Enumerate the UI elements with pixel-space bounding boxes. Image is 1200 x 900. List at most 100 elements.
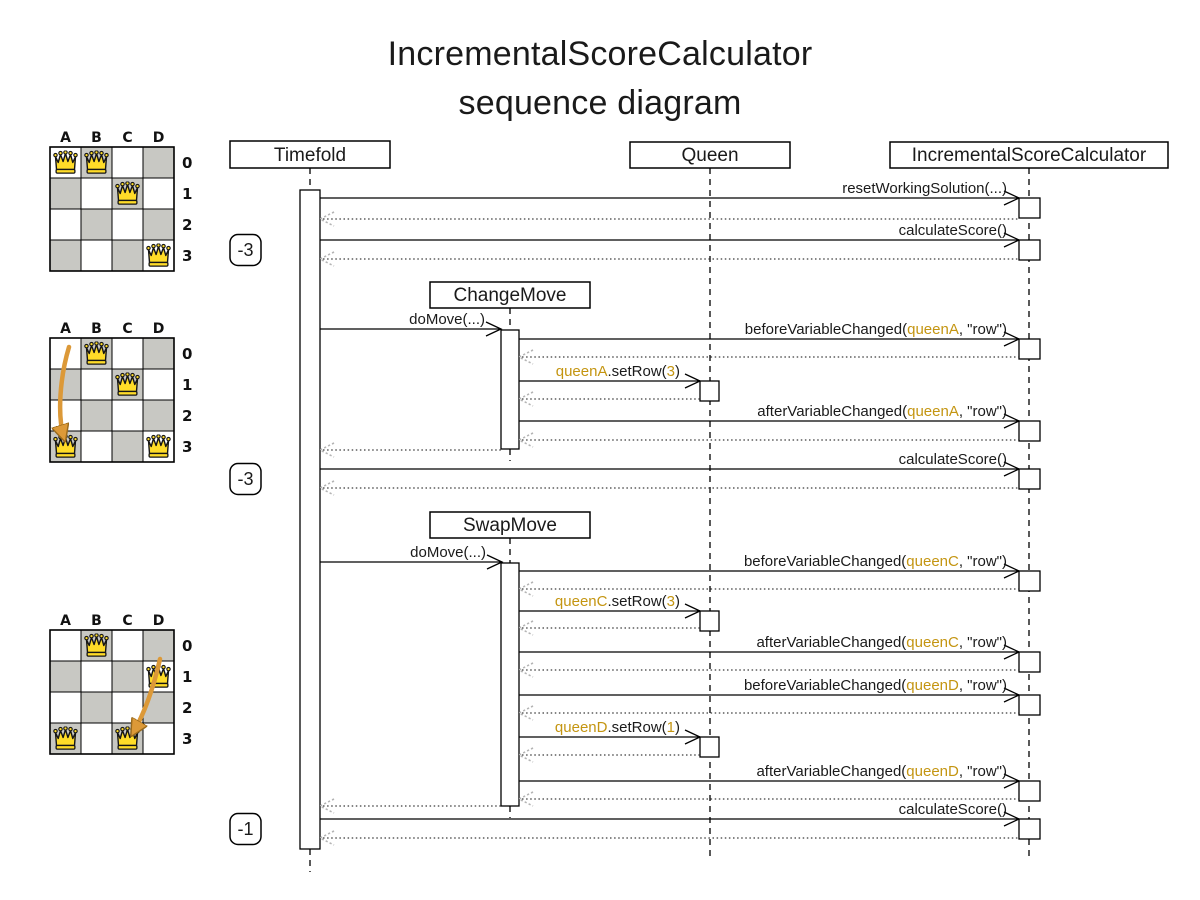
board-row-label: 1 <box>182 185 192 203</box>
return-arrowhead-icon <box>318 211 335 227</box>
target-activation-box <box>1018 570 1041 592</box>
diagram-title-line1: IncrementalScoreCalculator <box>387 35 813 73</box>
board-square <box>142 722 175 755</box>
chess-board: A B C D 0 1 2 3 <box>49 321 192 463</box>
move-arrow-icon <box>60 344 72 438</box>
board-square <box>49 399 82 432</box>
board-square <box>49 660 82 693</box>
participant-isc-box <box>889 141 1169 169</box>
swapmove-activation-bar <box>500 562 520 807</box>
board-square <box>111 208 144 241</box>
message-label: afterVariableChanged(queenA, "row") <box>757 403 1007 420</box>
board-square <box>142 399 175 432</box>
board-column-label: B <box>91 130 102 146</box>
target-activation-box <box>699 610 720 632</box>
queen-piece-icon <box>84 633 109 657</box>
board-row-label: 0 <box>182 345 192 363</box>
board-square <box>111 337 144 370</box>
board-square <box>111 629 144 662</box>
target-activation-box <box>699 380 720 402</box>
participant-changemove-label: ChangeMove <box>453 285 566 306</box>
return-arrowhead-icon <box>318 251 335 267</box>
board-column-label: B <box>91 321 102 337</box>
return-arrowhead-icon <box>517 747 534 763</box>
board-row-label: 1 <box>182 376 192 394</box>
target-activation-box <box>1018 420 1041 442</box>
target-activation-box <box>1018 780 1041 802</box>
board-square <box>80 208 113 241</box>
queen-piece-icon <box>53 150 78 174</box>
board-square <box>49 177 82 210</box>
board-square <box>80 660 113 693</box>
board-row-label: 2 <box>182 216 192 234</box>
participant-swapmove-label: SwapMove <box>463 515 557 536</box>
participant-changemove-box <box>429 281 591 309</box>
return-arrowhead-icon <box>517 391 534 407</box>
diagram-title: IncrementalScoreCalculator sequence diag… <box>0 30 1200 128</box>
board-square <box>111 399 144 432</box>
board-square <box>49 368 82 401</box>
return-arrowhead-icon <box>517 791 534 807</box>
score-badge-value: -1 <box>237 819 253 839</box>
board-square <box>80 239 113 272</box>
target-activation-box <box>1018 818 1041 840</box>
board-row-label: 3 <box>182 730 192 748</box>
participant-isc-label: IncrementalScoreCalculator <box>912 145 1147 166</box>
return-arrowhead-icon <box>517 581 534 597</box>
queen-piece-icon <box>115 372 140 396</box>
score-badge-box <box>229 812 262 846</box>
return-arrowhead-icon <box>517 620 534 636</box>
score-badge-value: -3 <box>237 240 253 260</box>
call-arrowhead-icon <box>486 554 504 570</box>
board-row-label: 2 <box>182 407 192 425</box>
queen-piece-icon <box>84 341 109 365</box>
chess-board: A B C D 0 1 2 3 <box>49 613 192 755</box>
board-row-label: 2 <box>182 699 192 717</box>
target-activation-box <box>699 736 720 758</box>
board-row-label: 1 <box>182 668 192 686</box>
participant-swapmove-box <box>429 511 591 539</box>
target-activation-box <box>1018 197 1041 219</box>
timefold-activation-bar <box>299 189 321 850</box>
message-label: queenD.setRow(1) <box>555 719 680 736</box>
board-square <box>142 368 175 401</box>
board-square <box>142 208 175 241</box>
board-row-label: 3 <box>182 438 192 456</box>
participant-timefold-box <box>229 140 391 169</box>
return-arrowhead-icon <box>318 480 335 496</box>
message-label: beforeVariableChanged(queenA, "row") <box>745 321 1007 338</box>
target-activation-box <box>1018 338 1041 360</box>
board-border <box>49 337 175 463</box>
return-arrowhead-icon <box>318 442 335 458</box>
board-column-label: C <box>122 321 132 337</box>
participant-queen-label: Queen <box>681 145 738 166</box>
message-label: queenA.setRow(3) <box>556 363 680 380</box>
score-badge-box <box>229 462 262 496</box>
board-square <box>142 177 175 210</box>
target-activation-box <box>1018 694 1041 716</box>
return-arrowhead-icon <box>517 432 534 448</box>
chess-board: A B C D 0 1 2 3 <box>49 130 192 272</box>
call-arrowhead-icon <box>485 321 503 337</box>
target-activation-box <box>1018 468 1041 490</box>
board-column-label: B <box>91 613 102 629</box>
board-square <box>80 691 113 724</box>
board-square <box>80 430 113 463</box>
board-square <box>142 146 175 179</box>
score-badge-value: -3 <box>237 469 253 489</box>
changemove-activation-bar <box>500 329 520 450</box>
return-arrowhead-icon <box>517 705 534 721</box>
board-column-label: D <box>153 321 165 337</box>
participant-queen-box <box>629 141 791 169</box>
message-label: calculateScore() <box>899 801 1007 818</box>
move-arrow-icon <box>133 656 163 733</box>
board-border <box>49 146 175 272</box>
queen-piece-icon <box>53 726 78 750</box>
queen-piece-icon <box>146 434 171 458</box>
board-square <box>49 629 82 662</box>
queen-piece-icon <box>115 181 140 205</box>
return-arrowhead-icon <box>318 798 335 814</box>
board-row-label: 0 <box>182 637 192 655</box>
board-square <box>111 660 144 693</box>
